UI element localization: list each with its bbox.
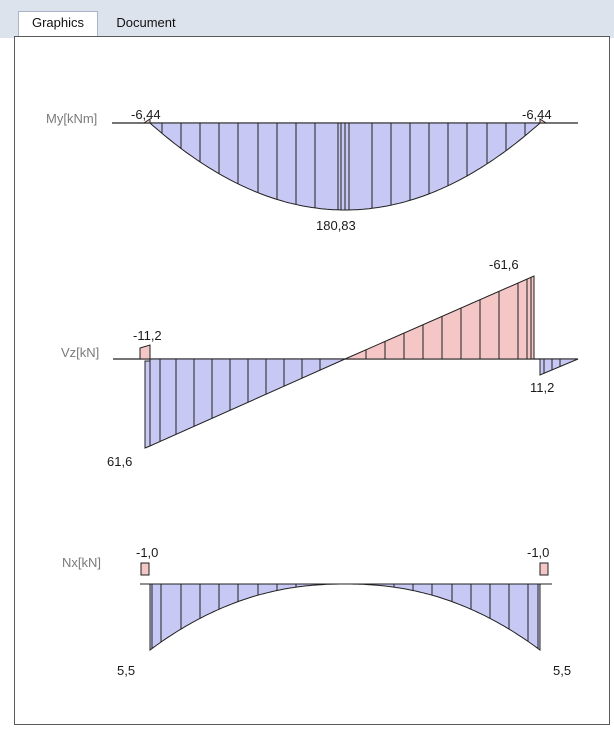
vz-diagram: Vz[kN] -11,2 61,6 -61,6 11,2 (61, 257, 579, 469)
my-right-negative-area (539, 118, 548, 124)
my-diagram: My[kNm] -6,44 -6,44 180,83 (46, 107, 578, 233)
my-right-value: -6,44 (522, 107, 552, 122)
my-left-negative-area (142, 118, 151, 124)
nx-right-bottom-value: 5,5 (553, 663, 571, 678)
vz-left-overhang-area (139, 344, 151, 360)
vz-right-top-value: -61,6 (489, 257, 519, 272)
my-center-value: 180,83 (316, 218, 356, 233)
vz-axis-label: Vz[kN] (61, 345, 99, 360)
my-axis-label: My[kNm] (46, 111, 97, 126)
vz-left-bottom-value: 61,6 (107, 454, 132, 469)
vz-negative-shear-area (144, 358, 346, 449)
tab-graphics[interactable]: Graphics (18, 11, 98, 36)
nx-right-negative-area (539, 562, 549, 576)
vz-right-overhang-area (539, 358, 579, 376)
nx-left-negative-area (140, 562, 150, 576)
my-hatch-lines (161, 123, 526, 210)
nx-axis-label: Nx[kN] (62, 555, 101, 570)
nx-diagram: Nx[kN] -1,0 -1,0 5,5 5,5 (62, 545, 571, 678)
nx-right-top-value: -1,0 (527, 545, 549, 560)
vz-positive-shear-area (344, 275, 535, 360)
nx-axial-area (149, 583, 541, 651)
my-left-value: -6,44 (131, 107, 161, 122)
tab-bar: Graphics Document (0, 0, 614, 38)
vz-right-bottom-value: 11,2 (530, 380, 554, 395)
vz-hatch-lines (159, 277, 561, 442)
tab-document[interactable]: Document (116, 15, 176, 30)
nx-left-bottom-value: 5,5 (117, 663, 135, 678)
nx-hatch-lines (151, 584, 539, 649)
nx-left-top-value: -1,0 (136, 545, 158, 560)
vz-left-top-value: -11,2 (133, 328, 162, 343)
